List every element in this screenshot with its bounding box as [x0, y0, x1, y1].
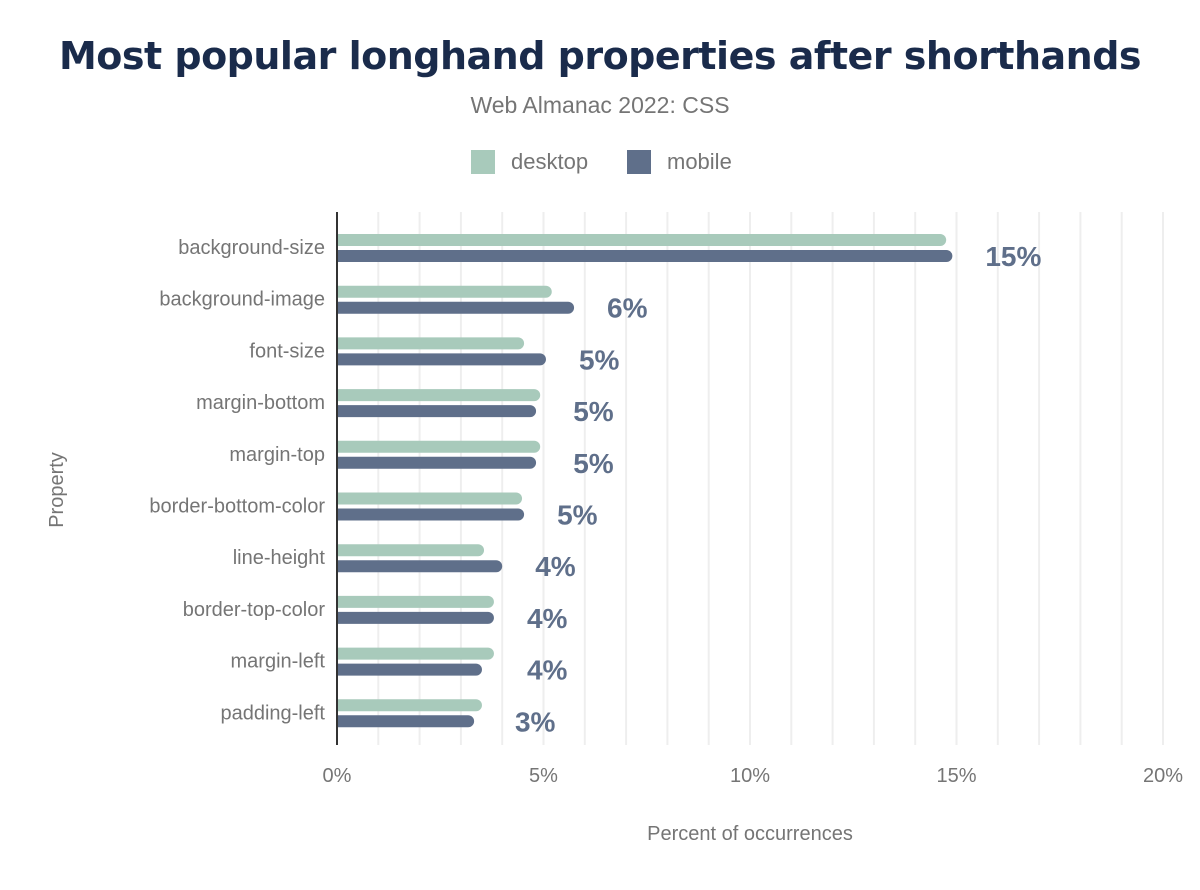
y-tick-label: font-size	[249, 340, 325, 362]
bar-desktop	[337, 544, 485, 557]
y-tick-label: margin-top	[229, 444, 325, 466]
chart-title: Most popular longhand properties after s…	[58, 34, 1142, 78]
x-tick-label: 10%	[730, 765, 770, 787]
data-label: 4%	[527, 603, 568, 634]
y-tick-label: line-height	[233, 547, 326, 569]
bar-desktop	[337, 389, 541, 402]
data-label: 5%	[557, 500, 598, 531]
y-tick-label: border-bottom-color	[149, 496, 325, 518]
legend-swatch-mobile	[627, 150, 651, 174]
x-tick-label: 15%	[936, 765, 976, 787]
legend-label-mobile: mobile	[667, 149, 732, 174]
legend-item-desktop[interactable]: desktop	[471, 149, 588, 175]
bar-desktop	[337, 234, 947, 246]
data-label: 4%	[527, 655, 568, 686]
bar-desktop	[337, 647, 494, 660]
bar-mobile	[337, 560, 503, 573]
data-label: 3%	[515, 706, 556, 737]
y-tick-label: margin-bottom	[196, 392, 325, 414]
data-label: 5%	[579, 344, 620, 375]
bar-mobile	[337, 250, 953, 262]
bar-mobile	[337, 508, 525, 521]
y-axis-title: Property	[46, 452, 68, 528]
data-label: 15%	[985, 241, 1041, 272]
y-tick-label: background-image	[159, 289, 325, 311]
bar-desktop	[337, 699, 482, 712]
legend-item-mobile[interactable]: mobile	[627, 149, 732, 175]
bar-desktop	[337, 492, 523, 505]
legend-label-desktop: desktop	[511, 149, 589, 174]
x-axis-title: Percent of occurrences	[647, 823, 853, 845]
bar-mobile	[337, 663, 482, 676]
x-tick-label: 20%	[1143, 765, 1183, 787]
y-tick-label: padding-left	[220, 702, 325, 724]
data-label: 6%	[607, 293, 648, 324]
x-tick-label: 5%	[529, 765, 558, 787]
bar-desktop	[337, 440, 541, 453]
chart-subtitle: Web Almanac 2022: CSS	[470, 92, 730, 118]
bar-desktop	[337, 595, 494, 608]
y-tick-label: margin-left	[231, 651, 326, 673]
y-tick-label: background-size	[178, 237, 325, 259]
data-label: 5%	[573, 448, 614, 479]
bar-desktop	[337, 285, 552, 298]
bar-mobile	[337, 353, 546, 366]
bar-desktop	[337, 337, 525, 350]
bar-mobile	[337, 611, 494, 624]
y-tick-label: border-top-color	[183, 599, 326, 621]
bar-mobile	[337, 405, 537, 418]
bar-mobile	[337, 456, 537, 469]
bar-mobile	[337, 715, 475, 728]
bar-mobile	[337, 301, 575, 314]
x-tick-label: 0%	[323, 765, 352, 787]
legend-swatch-desktop	[471, 150, 495, 174]
data-label: 4%	[535, 551, 576, 582]
data-label: 5%	[573, 396, 614, 427]
